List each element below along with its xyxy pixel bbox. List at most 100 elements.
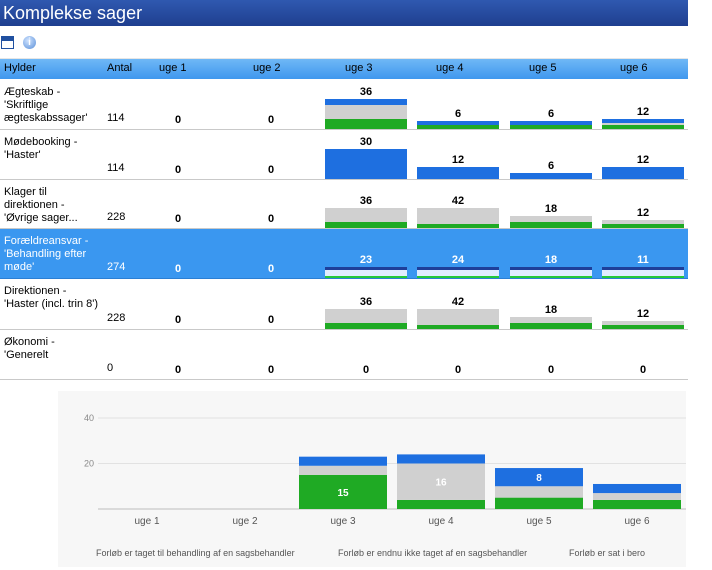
info-icon[interactable]: i <box>23 36 36 49</box>
shelf-name: Klager til direktionen - 'Øvrige sager..… <box>4 186 78 224</box>
green-bar-segment <box>325 222 407 228</box>
week-3-value: 0 <box>362 364 370 376</box>
bar-data-label: 8 <box>536 473 542 484</box>
week-3-value: 36 <box>359 296 373 308</box>
blue-bar-segment <box>510 173 592 179</box>
week-2-cell[interactable]: 0 <box>230 229 312 279</box>
bar-data-label: 15 <box>337 488 349 499</box>
gray-bar-segment <box>602 270 684 276</box>
week-6-cell[interactable]: 12 <box>602 279 684 330</box>
week-2-value: 0 <box>267 314 275 326</box>
week-5-cell[interactable]: 18 <box>510 229 592 279</box>
week-2-cell[interactable]: 0 <box>230 330 312 380</box>
week-2-value: 0 <box>267 364 275 376</box>
week-3-value: 36 <box>359 86 373 98</box>
column-header-week-2: uge 2 <box>253 62 281 74</box>
week-4-cell[interactable]: 42 <box>417 279 499 330</box>
column-header-count: Antal <box>107 62 133 74</box>
week-1-value: 0 <box>174 164 182 176</box>
gray-bar-segment <box>417 309 499 325</box>
shelf-name: Forældreansvar - 'Behandling efter møde' <box>4 235 89 273</box>
week-1-cell[interactable]: 0 <box>137 180 219 229</box>
week-4-cell[interactable]: 12 <box>417 130 499 180</box>
week-3-cell[interactable]: 0 <box>325 330 407 380</box>
week-2-cell[interactable]: 0 <box>230 80 312 130</box>
toolbar: i <box>0 26 688 59</box>
blue-bar-segment <box>325 267 407 270</box>
week-5-cell[interactable]: 18 <box>510 180 592 229</box>
week-3-cell[interactable]: 36 <box>325 80 407 130</box>
week-4-value: 24 <box>451 254 465 266</box>
bar-segment-uge-6-series-1 <box>593 499 681 509</box>
week-4-value: 6 <box>454 108 462 120</box>
week-1-value: 0 <box>174 114 182 126</box>
week-1-cell[interactable]: 0 <box>137 229 219 279</box>
shelf-name: Økonomi - 'Generelt <box>4 336 55 361</box>
window-title: Komplekse sager <box>3 3 143 23</box>
blue-bar-segment <box>602 119 684 123</box>
week-6-cell[interactable]: 12 <box>602 130 684 180</box>
chart-canvas: 20 40 uge 1 uge 2 15 uge 3 16 uge 4 8 uge 5 uge 6 <box>84 413 686 527</box>
week-5-cell[interactable]: 6 <box>510 80 592 130</box>
week-4-cell[interactable]: 42 <box>417 180 499 229</box>
week-4-value: 42 <box>451 195 465 207</box>
green-bar-segment <box>510 323 592 329</box>
week-1-cell[interactable]: 0 <box>137 330 219 380</box>
week-5-cell[interactable]: 0 <box>510 330 592 380</box>
week-4-cell[interactable]: 6 <box>417 80 499 130</box>
week-5-cell[interactable]: 18 <box>510 279 592 330</box>
blue-bar-segment <box>417 267 499 270</box>
week-1-value: 0 <box>174 213 182 225</box>
week-4-cell[interactable]: 24 <box>417 229 499 279</box>
week-5-cell[interactable]: 6 <box>510 130 592 180</box>
week-6-cell[interactable]: 0 <box>602 330 684 380</box>
bar-segment-uge-4-series-1 <box>397 499 485 509</box>
week-1-value: 0 <box>174 263 182 275</box>
week-3-cell[interactable]: 23 <box>325 229 407 279</box>
blue-bar-segment <box>510 121 592 125</box>
week-3-cell[interactable]: 36 <box>325 180 407 229</box>
bar-segment-uge-6-series-3 <box>593 483 681 494</box>
table-row-shelf-direktionen[interactable]: Direktionen - 'Haster (incl. trin 8') 228… <box>0 279 688 330</box>
column-header-name: Hylder <box>4 62 36 74</box>
week-2-cell[interactable]: 0 <box>230 130 312 180</box>
week-5-value: 0 <box>547 364 555 376</box>
bar-segment-uge-3-series-3 <box>299 456 387 466</box>
week-6-cell[interactable]: 12 <box>602 180 684 229</box>
table-row-shelf-moedebooking[interactable]: Mødebooking - 'Haster' 114 0 0 30 12 6 12 <box>0 130 688 180</box>
green-bar-segment <box>510 276 592 278</box>
stacked-bar-chart: 20 40 uge 1 uge 2 15 uge 3 16 uge 4 8 uge 5 uge 6 <box>58 391 686 567</box>
week-4-value: 0 <box>454 364 462 376</box>
shelf-count: 114 <box>107 162 125 174</box>
week-5-value: 18 <box>544 203 558 215</box>
table-row-shelf-klager[interactable]: Klager til direktionen - 'Øvrige sager..… <box>0 180 688 229</box>
table-header: Hylder Antal uge 1 uge 2 uge 3 uge 4 uge… <box>0 59 688 79</box>
green-bar-segment <box>417 325 499 329</box>
week-1-cell[interactable]: 0 <box>137 279 219 330</box>
green-bar-segment <box>602 125 684 129</box>
gray-bar-segment <box>417 270 499 276</box>
week-1-cell[interactable]: 0 <box>137 80 219 130</box>
table-row-shelf-foraeldreansvar[interactable]: Forældreansvar - 'Behandling efter møde'… <box>0 229 688 279</box>
week-2-cell[interactable]: 0 <box>230 279 312 330</box>
week-1-cell[interactable]: 0 <box>137 130 219 180</box>
window-icon[interactable] <box>1 36 14 49</box>
blue-bar-segment <box>602 167 684 179</box>
table-row-shelf-oekonomi[interactable]: Økonomi - 'Generelt 0 0 0 0 0 0 0 <box>0 330 688 380</box>
week-3-cell[interactable]: 30 <box>325 130 407 180</box>
gray-bar-segment <box>602 220 684 224</box>
legend-item-not-taken: Forløb er endnu ikke taget af en sagsbeh… <box>338 548 528 558</box>
green-bar-segment <box>602 276 684 278</box>
week-4-cell[interactable]: 0 <box>417 330 499 380</box>
table-row-shelf-aegteskab[interactable]: Ægteskab - 'Skriftlige ægteskabssager' 11… <box>0 80 688 130</box>
column-header-week-3: uge 3 <box>345 62 373 74</box>
green-bar-segment <box>325 119 407 129</box>
blue-bar-segment <box>417 167 499 179</box>
green-bar-segment <box>325 276 407 278</box>
week-6-cell[interactable]: 11 <box>602 229 684 279</box>
week-3-cell[interactable]: 36 <box>325 279 407 330</box>
y-tick-label: 20 <box>84 459 94 469</box>
week-6-cell[interactable]: 12 <box>602 80 684 130</box>
week-2-cell[interactable]: 0 <box>230 180 312 229</box>
shelf-count: 274 <box>107 261 126 273</box>
